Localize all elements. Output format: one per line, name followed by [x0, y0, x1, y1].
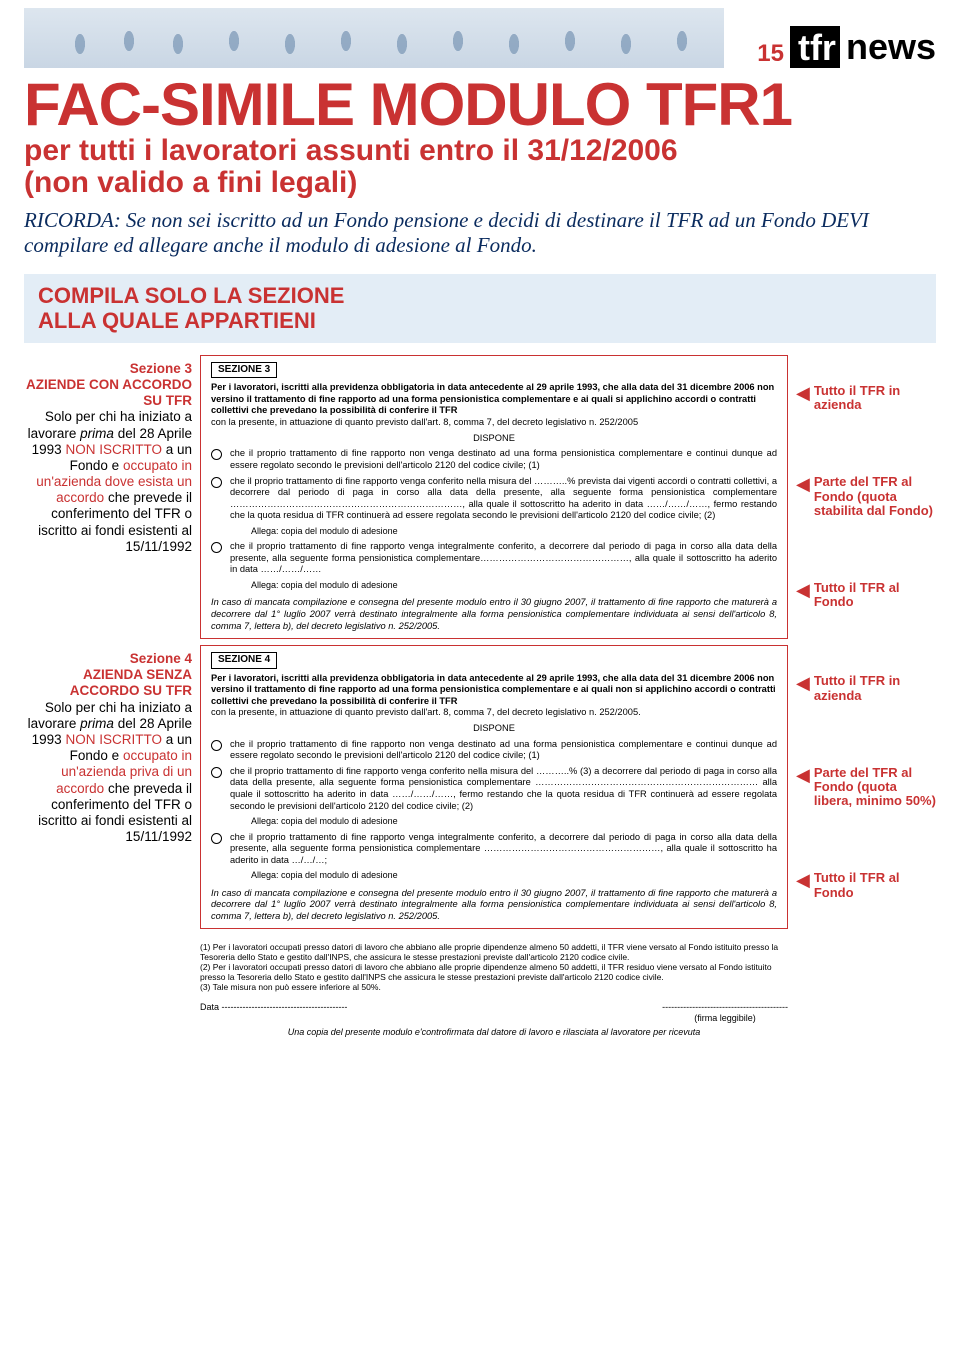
sec4-allega-1: Allega: copia del modulo di adesione [251, 816, 777, 827]
radio-icon[interactable] [211, 767, 222, 778]
arrow-left-icon: ◀ [796, 871, 810, 889]
instruction-line-1: COMPILA SOLO LA SEZIONE [38, 284, 922, 308]
headline: FAC-SIMILE MODULO TFR1 [24, 76, 936, 133]
arrow-left-icon: ◀ [796, 674, 810, 692]
signature-row: Data -----------------------------------… [200, 1002, 788, 1023]
sec3-intro: Per i lavoratori, iscritti alla previden… [211, 382, 777, 428]
footnote-2: (2) Per i lavoratori occupati presso dat… [200, 963, 788, 983]
radio-icon[interactable] [211, 542, 222, 553]
sec3-dispone: DISPONE [211, 433, 777, 445]
sec4-opt3: che il proprio trattamento di fine rappo… [211, 832, 777, 867]
sec3-allega-1: Allega: copia del modulo di adesione [251, 526, 777, 537]
sec3-opt3: che il proprio trattamento di fine rappo… [211, 541, 777, 576]
footnote-3: (3) Tale misura non può essere inferiore… [200, 983, 788, 993]
section-4-row: Sezione 4 AZIENDA SENZA ACCORDO SU TFR S… [24, 645, 936, 929]
sec4-intro: Per i lavoratori, iscritti alla previden… [211, 673, 777, 719]
sec3-allega-2: Allega: copia del modulo di adesione [251, 580, 777, 591]
sec3-body: Solo per chi ha iniziato a lavorare prim… [28, 409, 192, 554]
section-3-callouts: ◀ Tutto il TFR in azienda ◀ Parte del TF… [796, 355, 936, 639]
sec3-label: SEZIONE 3 [211, 362, 277, 379]
sec4-allega-2: Allega: copia del modulo di adesione [251, 870, 777, 881]
subhead-1: per tutti i lavoratori assunti entro il … [24, 135, 936, 167]
sec4-opt2: che il proprio trattamento di fine rappo… [211, 766, 777, 812]
callout: ◀ Tutto il TFR al Fondo [796, 581, 936, 610]
callout: ◀ Parte del TFR al Fondo (quota libera, … [796, 766, 936, 809]
logo-news: news [846, 26, 936, 68]
ricevuta-note: Una copia del presente modulo e'controfi… [200, 1027, 788, 1037]
radio-icon[interactable] [211, 477, 222, 488]
section-3-row: Sezione 3 AZIENDE CON ACCORDO SU TFR Sol… [24, 355, 936, 639]
sec4-subtitle: AZIENDA SENZA ACCORDO SU TFR [24, 667, 192, 699]
sec3-footer: In caso di mancata compilazione e conseg… [211, 597, 777, 632]
callout: ◀ Tutto il TFR in azienda [796, 674, 936, 703]
footnotes: (1) Per i lavoratori occupati presso dat… [200, 943, 788, 1037]
radio-icon[interactable] [211, 449, 222, 460]
sec3-subtitle: AZIENDE CON ACCORDO SU TFR [24, 377, 192, 409]
section-3-form: SEZIONE 3 Per i lavoratori, iscritti all… [200, 355, 788, 639]
section-4-left: Sezione 4 AZIENDA SENZA ACCORDO SU TFR S… [24, 645, 192, 929]
section-4-callouts: ◀ Tutto il TFR in azienda ◀ Parte del TF… [796, 645, 936, 929]
subhead-2: (non valido a fini legali) [24, 167, 936, 199]
date-field[interactable]: Data -----------------------------------… [200, 1002, 347, 1023]
radio-icon[interactable] [211, 740, 222, 751]
radio-icon[interactable] [211, 833, 222, 844]
callout: ◀ Tutto il TFR in azienda [796, 384, 936, 413]
callout: ◀ Parte del TFR al Fondo (quota stabilit… [796, 475, 936, 518]
sec3-opt1: che il proprio trattamento di fine rappo… [211, 448, 777, 471]
section-3-left: Sezione 3 AZIENDE CON ACCORDO SU TFR Sol… [24, 355, 192, 639]
instruction-box: COMPILA SOLO LA SEZIONE ALLA QUALE APPAR… [24, 274, 936, 342]
ricorda-note: RICORDA: Se non sei iscritto ad un Fondo… [24, 208, 936, 258]
sec4-body: Solo per chi ha iniziato a lavorare prim… [28, 700, 192, 845]
sec4-opt1: che il proprio trattamento di fine rappo… [211, 739, 777, 762]
page: 15 tfrnews FAC-SIMILE MODULO TFR1 per tu… [0, 0, 960, 1061]
arrow-left-icon: ◀ [796, 581, 810, 599]
crowd-silhouette [24, 8, 724, 68]
arrow-left-icon: ◀ [796, 766, 810, 784]
signature-field[interactable]: ----------------------------------------… [662, 1002, 788, 1023]
brand: 15 tfrnews [757, 26, 936, 68]
instruction-line-2: ALLA QUALE APPARTIENI [38, 309, 922, 333]
page-number: 15 [757, 40, 784, 68]
logo-tfr: tfr [790, 26, 840, 68]
sec4-label: SEZIONE 4 [211, 652, 277, 669]
top-bar: 15 tfrnews [24, 8, 936, 68]
sec4-dispone: DISPONE [211, 723, 777, 735]
sec4-title: Sezione 4 [24, 651, 192, 667]
sec3-opt2: che il proprio trattamento di fine rappo… [211, 476, 777, 522]
footnote-1: (1) Per i lavoratori occupati presso dat… [200, 943, 788, 963]
arrow-left-icon: ◀ [796, 475, 810, 493]
section-4-form: SEZIONE 4 Per i lavoratori, iscritti all… [200, 645, 788, 929]
sec4-footer: In caso di mancata compilazione e conseg… [211, 888, 777, 923]
callout: ◀ Tutto il TFR al Fondo [796, 871, 936, 900]
sec3-title: Sezione 3 [24, 361, 192, 377]
arrow-left-icon: ◀ [796, 384, 810, 402]
